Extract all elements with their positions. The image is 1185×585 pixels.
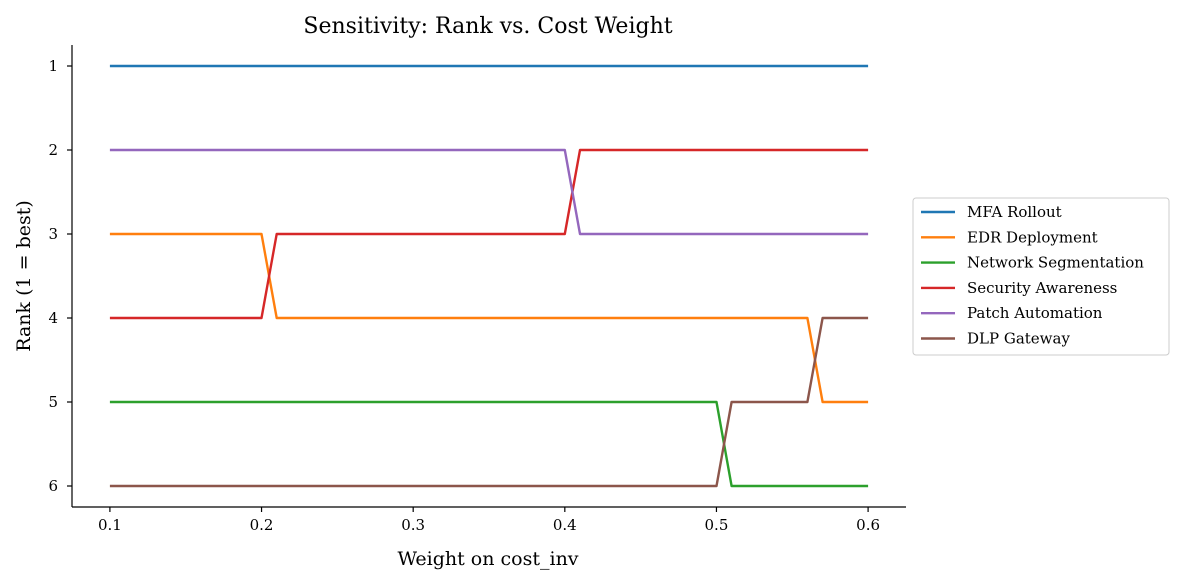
- y-tick-label: 4: [48, 309, 58, 327]
- legend: MFA Rollout EDR Deployment Network Segment…: [912, 197, 1170, 356]
- legend-label: MFA Rollout: [967, 203, 1062, 221]
- series-line-4: [109, 148, 869, 320]
- legend-label: EDR Deployment: [967, 228, 1098, 246]
- y-tick-label: 5: [48, 393, 58, 411]
- x-tick-label: 0.4: [553, 516, 577, 534]
- y-tick-label: 3: [48, 225, 58, 243]
- series-line-3: [109, 400, 869, 488]
- series-layer: [109, 64, 869, 488]
- y-tick-label: 1: [48, 57, 58, 75]
- x-tick-label: 0.6: [856, 516, 880, 534]
- y-tick-label: 6: [48, 477, 58, 495]
- legend-box: [912, 197, 1170, 356]
- legend-label: Patch Automation: [967, 304, 1103, 322]
- x-tick-label: 0.3: [401, 516, 425, 534]
- axes-layer: 0.1 0.2 0.3 0.4 0.5 0.6 1 2 3 4 5 6: [48, 45, 906, 534]
- legend-label: DLP Gateway: [967, 330, 1070, 348]
- y-axis-label: Rank (1 = best): [13, 200, 35, 352]
- x-axis-label: Weight on cost_inv: [397, 548, 578, 570]
- y-tick-label: 2: [48, 141, 58, 159]
- x-tick-label: 0.1: [98, 516, 122, 534]
- legend-label: Network Segmentation: [967, 254, 1144, 272]
- x-tick-label: 0.5: [705, 516, 729, 534]
- x-tick-label: 0.2: [250, 516, 274, 534]
- series-line-5: [109, 148, 869, 236]
- chart-title: Sensitivity: Rank vs. Cost Weight: [303, 14, 672, 39]
- legend-label: Security Awareness: [967, 279, 1117, 297]
- series-line-6: [109, 316, 869, 488]
- series-line-2: [109, 232, 869, 404]
